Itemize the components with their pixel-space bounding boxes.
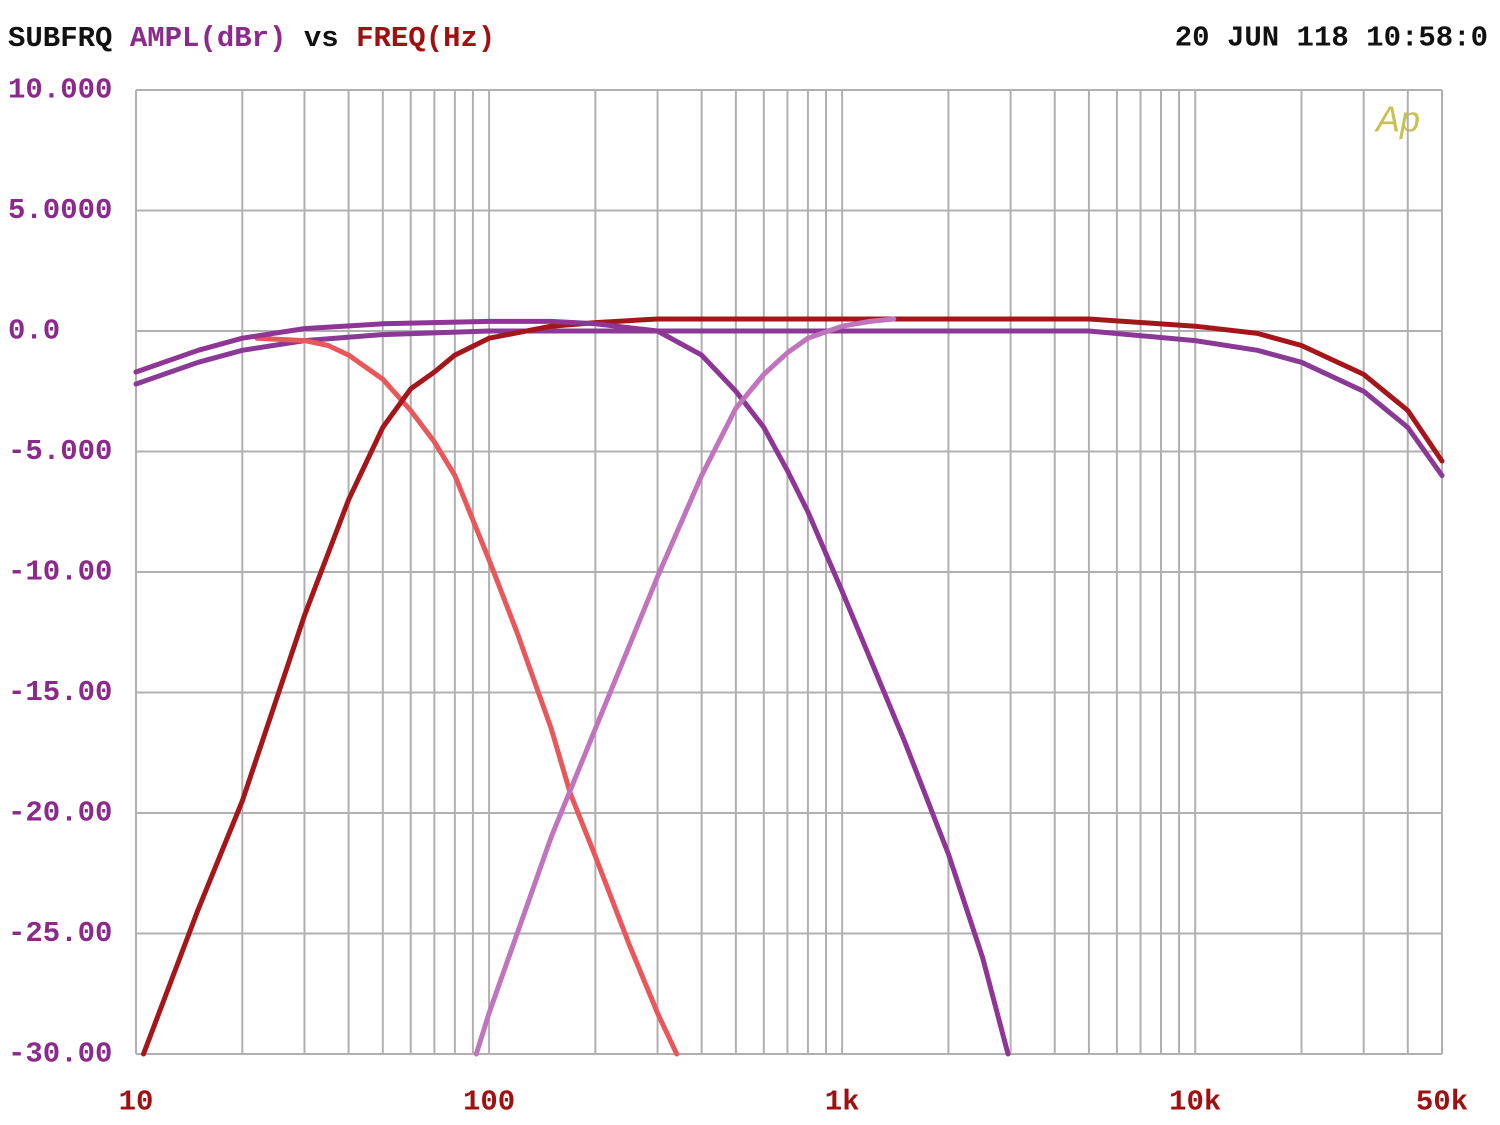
curve xyxy=(473,316,897,1057)
y-tick-label: -25.00 xyxy=(8,917,112,950)
title-part: FREQ(Hz) xyxy=(356,22,495,55)
timestamp: 20 JUN 118 10:58:0 xyxy=(1175,22,1488,55)
y-tick-label: -20.00 xyxy=(8,797,112,830)
curve xyxy=(133,328,1445,479)
y-tick-label: 10.000 xyxy=(8,74,112,107)
x-tick-label: 1k xyxy=(825,1086,860,1119)
curve xyxy=(133,318,1011,1057)
title-part: AMPL(dBr) xyxy=(130,22,287,55)
x-tick-label: 10 xyxy=(119,1086,154,1119)
y-tick-label: -5.000 xyxy=(8,435,112,468)
title-part: SUBFRQ xyxy=(8,22,112,55)
y-tick-label: -10.00 xyxy=(8,556,112,589)
y-tick-label: 0.0 xyxy=(8,315,60,348)
chart-title: SUBFRQ AMPL(dBr) vs FREQ(Hz) xyxy=(8,22,495,55)
title-part: vs xyxy=(304,22,339,55)
grid xyxy=(135,89,1443,1055)
x-tick-label: 100 xyxy=(463,1086,515,1119)
y-tick-label: 5.0000 xyxy=(8,194,112,227)
x-tick-label: 50k xyxy=(1416,1086,1468,1119)
x-tick-label: 10k xyxy=(1169,1086,1221,1119)
y-tick-label: -30.00 xyxy=(8,1038,112,1071)
y-tick-label: -15.00 xyxy=(8,676,112,709)
logo: Ap xyxy=(1374,99,1420,140)
curves xyxy=(133,316,1445,1057)
curve xyxy=(254,335,680,1057)
